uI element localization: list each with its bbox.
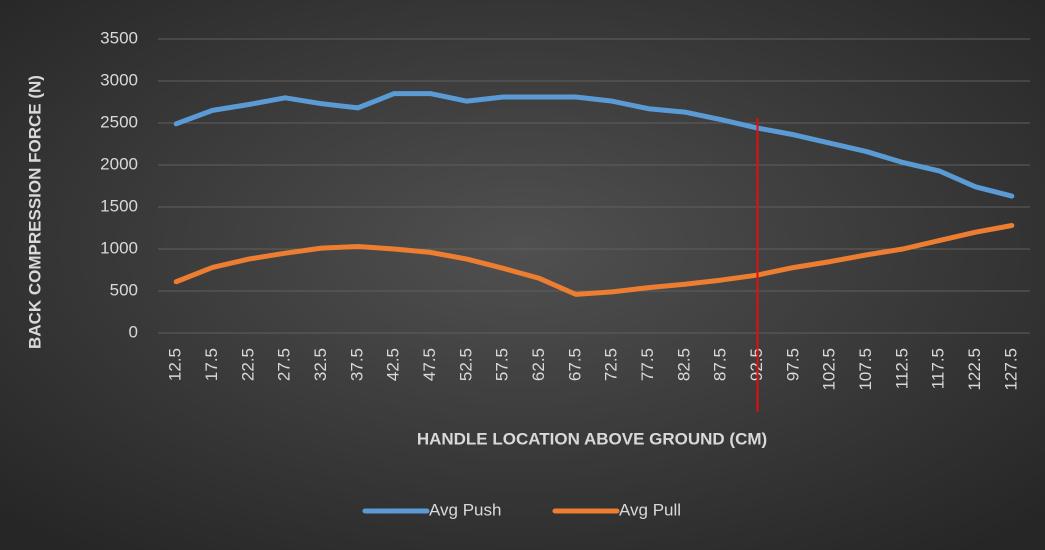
x-tick-label: 92.5 (747, 348, 766, 381)
y-tick-label: 3500 (100, 28, 138, 47)
legend-label: Avg Push (429, 500, 501, 519)
x-tick-label: 77.5 (638, 348, 657, 381)
x-tick-label: 67.5 (565, 348, 584, 381)
x-tick-label: 47.5 (420, 348, 439, 381)
x-tick-label: 17.5 (202, 348, 221, 381)
x-tick-label: 57.5 (493, 348, 512, 381)
x-tick-label: 72.5 (602, 348, 621, 381)
x-tick-label: 62.5 (529, 348, 548, 381)
x-tick-label: 22.5 (238, 348, 257, 381)
y-tick-label: 0 (129, 322, 138, 341)
x-tick-label: 102.5 (820, 348, 839, 391)
x-tick-label: 27.5 (275, 348, 294, 381)
x-tick-label: 122.5 (965, 348, 984, 391)
y-tick-label: 2000 (100, 154, 138, 173)
y-tick-label: 500 (110, 280, 138, 299)
x-tick-label: 112.5 (892, 348, 911, 389)
x-tick-label: 127.5 (1001, 348, 1020, 391)
x-tick-label: 107.5 (856, 348, 875, 391)
x-tick-label: 42.5 (384, 348, 403, 381)
x-tick-label: 117.5 (929, 348, 948, 389)
x-tick-label: 37.5 (347, 348, 366, 381)
y-axis-title: BACK COMPRESSION FORCE (N) (25, 75, 44, 349)
y-tick-label: 2500 (100, 112, 138, 131)
line-series (173, 91, 1015, 199)
x-tick-label: 52.5 (456, 348, 475, 381)
y-tick-label: 3000 (100, 70, 138, 89)
x-tick-label: 97.5 (783, 348, 802, 381)
x-tick-label: 32.5 (311, 348, 330, 381)
x-tick-label: 87.5 (711, 348, 730, 381)
y-tick-label: 1000 (100, 238, 138, 257)
x-tick-label: 82.5 (674, 348, 693, 381)
line-series (173, 222, 1015, 297)
x-tick-label: 12.5 (166, 348, 185, 381)
x-axis-title: HANDLE LOCATION ABOVE GROUND (CM) (417, 429, 767, 448)
legend-label: Avg Pull (619, 500, 681, 519)
y-tick-label: 1500 (100, 196, 138, 215)
